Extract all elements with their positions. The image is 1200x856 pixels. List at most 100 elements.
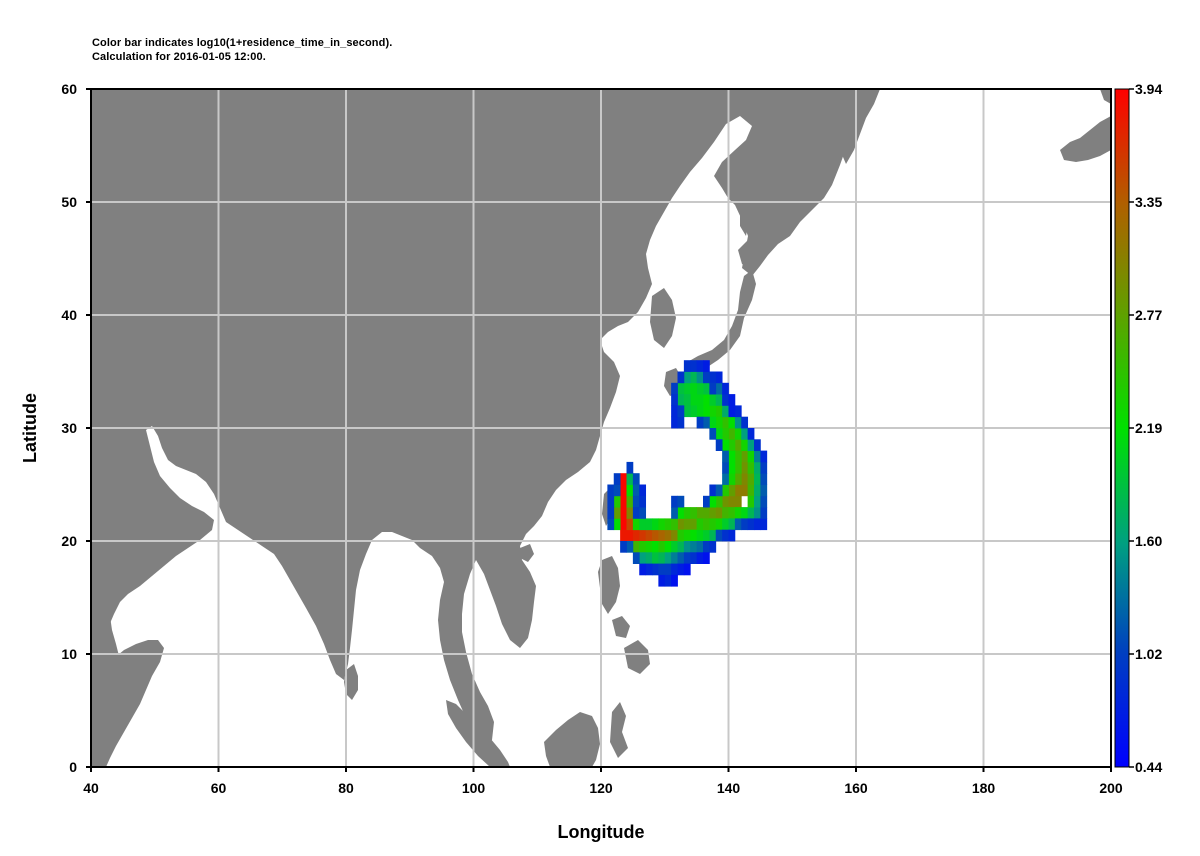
heatmap-cell bbox=[639, 495, 647, 508]
heatmap-cell bbox=[620, 484, 627, 497]
heatmap-cell bbox=[671, 495, 678, 508]
land-sumatra bbox=[446, 700, 510, 767]
heatmap-cell bbox=[709, 382, 717, 395]
heatmap-cell bbox=[728, 473, 736, 485]
heatmap-cell bbox=[728, 428, 736, 440]
heatmap-cell bbox=[703, 394, 710, 406]
heatmap-cell bbox=[760, 473, 768, 485]
x-axis-label: Longitude bbox=[558, 822, 645, 842]
heatmap-cell bbox=[677, 507, 685, 519]
heatmap-cell bbox=[760, 518, 768, 531]
heatmap-cell bbox=[690, 360, 698, 372]
heatmap-cell bbox=[703, 552, 710, 564]
heatmap-cell bbox=[683, 552, 691, 564]
heatmap-cell bbox=[613, 518, 621, 531]
heatmap-cell bbox=[632, 541, 640, 553]
heatmap-cell bbox=[658, 529, 666, 542]
colorbar-tick-label: 2.77 bbox=[1135, 307, 1162, 323]
heatmap-cell bbox=[747, 507, 755, 519]
heatmap-cell bbox=[709, 405, 717, 418]
heatmap-cell bbox=[722, 529, 729, 542]
land-visayas bbox=[612, 616, 630, 638]
heatmap-cell bbox=[683, 541, 691, 553]
land-mindanao bbox=[624, 640, 650, 674]
heatmap-cell bbox=[690, 518, 698, 531]
heatmap-cell bbox=[620, 529, 627, 542]
heatmap-cell bbox=[703, 518, 710, 531]
heatmap-cell bbox=[741, 461, 749, 474]
land-luzon bbox=[598, 556, 620, 614]
land-kamchatka bbox=[838, 89, 880, 164]
heatmap-cell bbox=[722, 428, 729, 440]
land-asia-mainland bbox=[91, 89, 880, 748]
land-hokkaido bbox=[738, 240, 766, 268]
heatmap-cell bbox=[696, 371, 704, 384]
heatmap-cell bbox=[715, 507, 723, 519]
heatmap-cell bbox=[677, 529, 685, 542]
heatmap-cell bbox=[690, 552, 698, 564]
heatmap-cell bbox=[703, 507, 710, 519]
y-tick-label: 40 bbox=[61, 307, 77, 323]
heatmap-cell bbox=[715, 439, 723, 451]
heatmap-cell bbox=[728, 405, 736, 418]
heatmap-cell bbox=[747, 450, 755, 463]
x-tick-label: 40 bbox=[83, 780, 99, 796]
y-tick-label: 0 bbox=[69, 759, 77, 775]
heatmap-cell bbox=[613, 484, 621, 497]
heatmap-cell bbox=[760, 461, 768, 474]
heatmap-cell bbox=[709, 518, 717, 531]
heatmap-cell bbox=[690, 394, 698, 406]
heatmap-cell bbox=[683, 507, 691, 519]
heatmap-cell bbox=[709, 495, 717, 508]
heatmap-cell bbox=[677, 382, 685, 395]
heatmap-cell bbox=[620, 507, 627, 519]
heatmap-cell bbox=[722, 416, 729, 429]
heatmap-cell bbox=[722, 507, 729, 519]
heatmap-cell bbox=[632, 484, 640, 497]
y-tick-label: 60 bbox=[61, 81, 77, 97]
heatmap-cell bbox=[760, 450, 768, 463]
y-axis: 0 10 20 30 40 50 60 bbox=[61, 81, 91, 775]
heatmap-cell bbox=[754, 473, 761, 485]
heatmap-cell bbox=[741, 439, 749, 451]
heatmap-cell bbox=[715, 428, 723, 440]
heatmap-cell bbox=[626, 529, 634, 542]
heatmap-cell bbox=[696, 541, 704, 553]
heatmap-cell bbox=[677, 552, 685, 564]
heatmap-cell bbox=[620, 473, 627, 485]
heatmap-cell bbox=[639, 541, 647, 553]
heatmap-cell bbox=[658, 518, 666, 531]
heatmap-cell bbox=[632, 495, 640, 508]
heatmap-cell bbox=[671, 529, 678, 542]
heatmap-cell bbox=[709, 371, 717, 384]
heatmap-cell bbox=[754, 484, 761, 497]
land-africa-horn bbox=[91, 640, 164, 767]
heatmap-cell bbox=[728, 507, 736, 519]
land-borneo bbox=[544, 712, 600, 767]
heatmap-cell bbox=[607, 495, 615, 508]
heatmap-cell bbox=[715, 394, 723, 406]
heatmap-cell bbox=[722, 439, 729, 451]
heatmap-cell bbox=[671, 507, 678, 519]
heatmap-cell bbox=[703, 405, 710, 418]
heatmap-cell bbox=[671, 394, 678, 406]
y-tick-label: 30 bbox=[61, 420, 77, 436]
heatmap-cell bbox=[632, 518, 640, 531]
heatmap-cell bbox=[741, 416, 749, 429]
heatmap-cell bbox=[696, 360, 704, 372]
heatmap-cell bbox=[734, 484, 742, 497]
heatmap-cell bbox=[728, 416, 736, 429]
heatmap-cell bbox=[677, 416, 685, 429]
heatmap-cell bbox=[747, 461, 755, 474]
heatmap-cell bbox=[696, 507, 704, 519]
heatmap-cell bbox=[734, 495, 742, 508]
heatmap-cell bbox=[671, 382, 678, 395]
heatmap-cell bbox=[728, 484, 736, 497]
heatmap-cell bbox=[683, 371, 691, 384]
heatmap-cell bbox=[703, 541, 710, 553]
heatmap-cell bbox=[696, 382, 704, 395]
heatmap-cell bbox=[754, 450, 761, 463]
heatmap-cell bbox=[747, 518, 755, 531]
heatmap-cell bbox=[728, 529, 736, 542]
